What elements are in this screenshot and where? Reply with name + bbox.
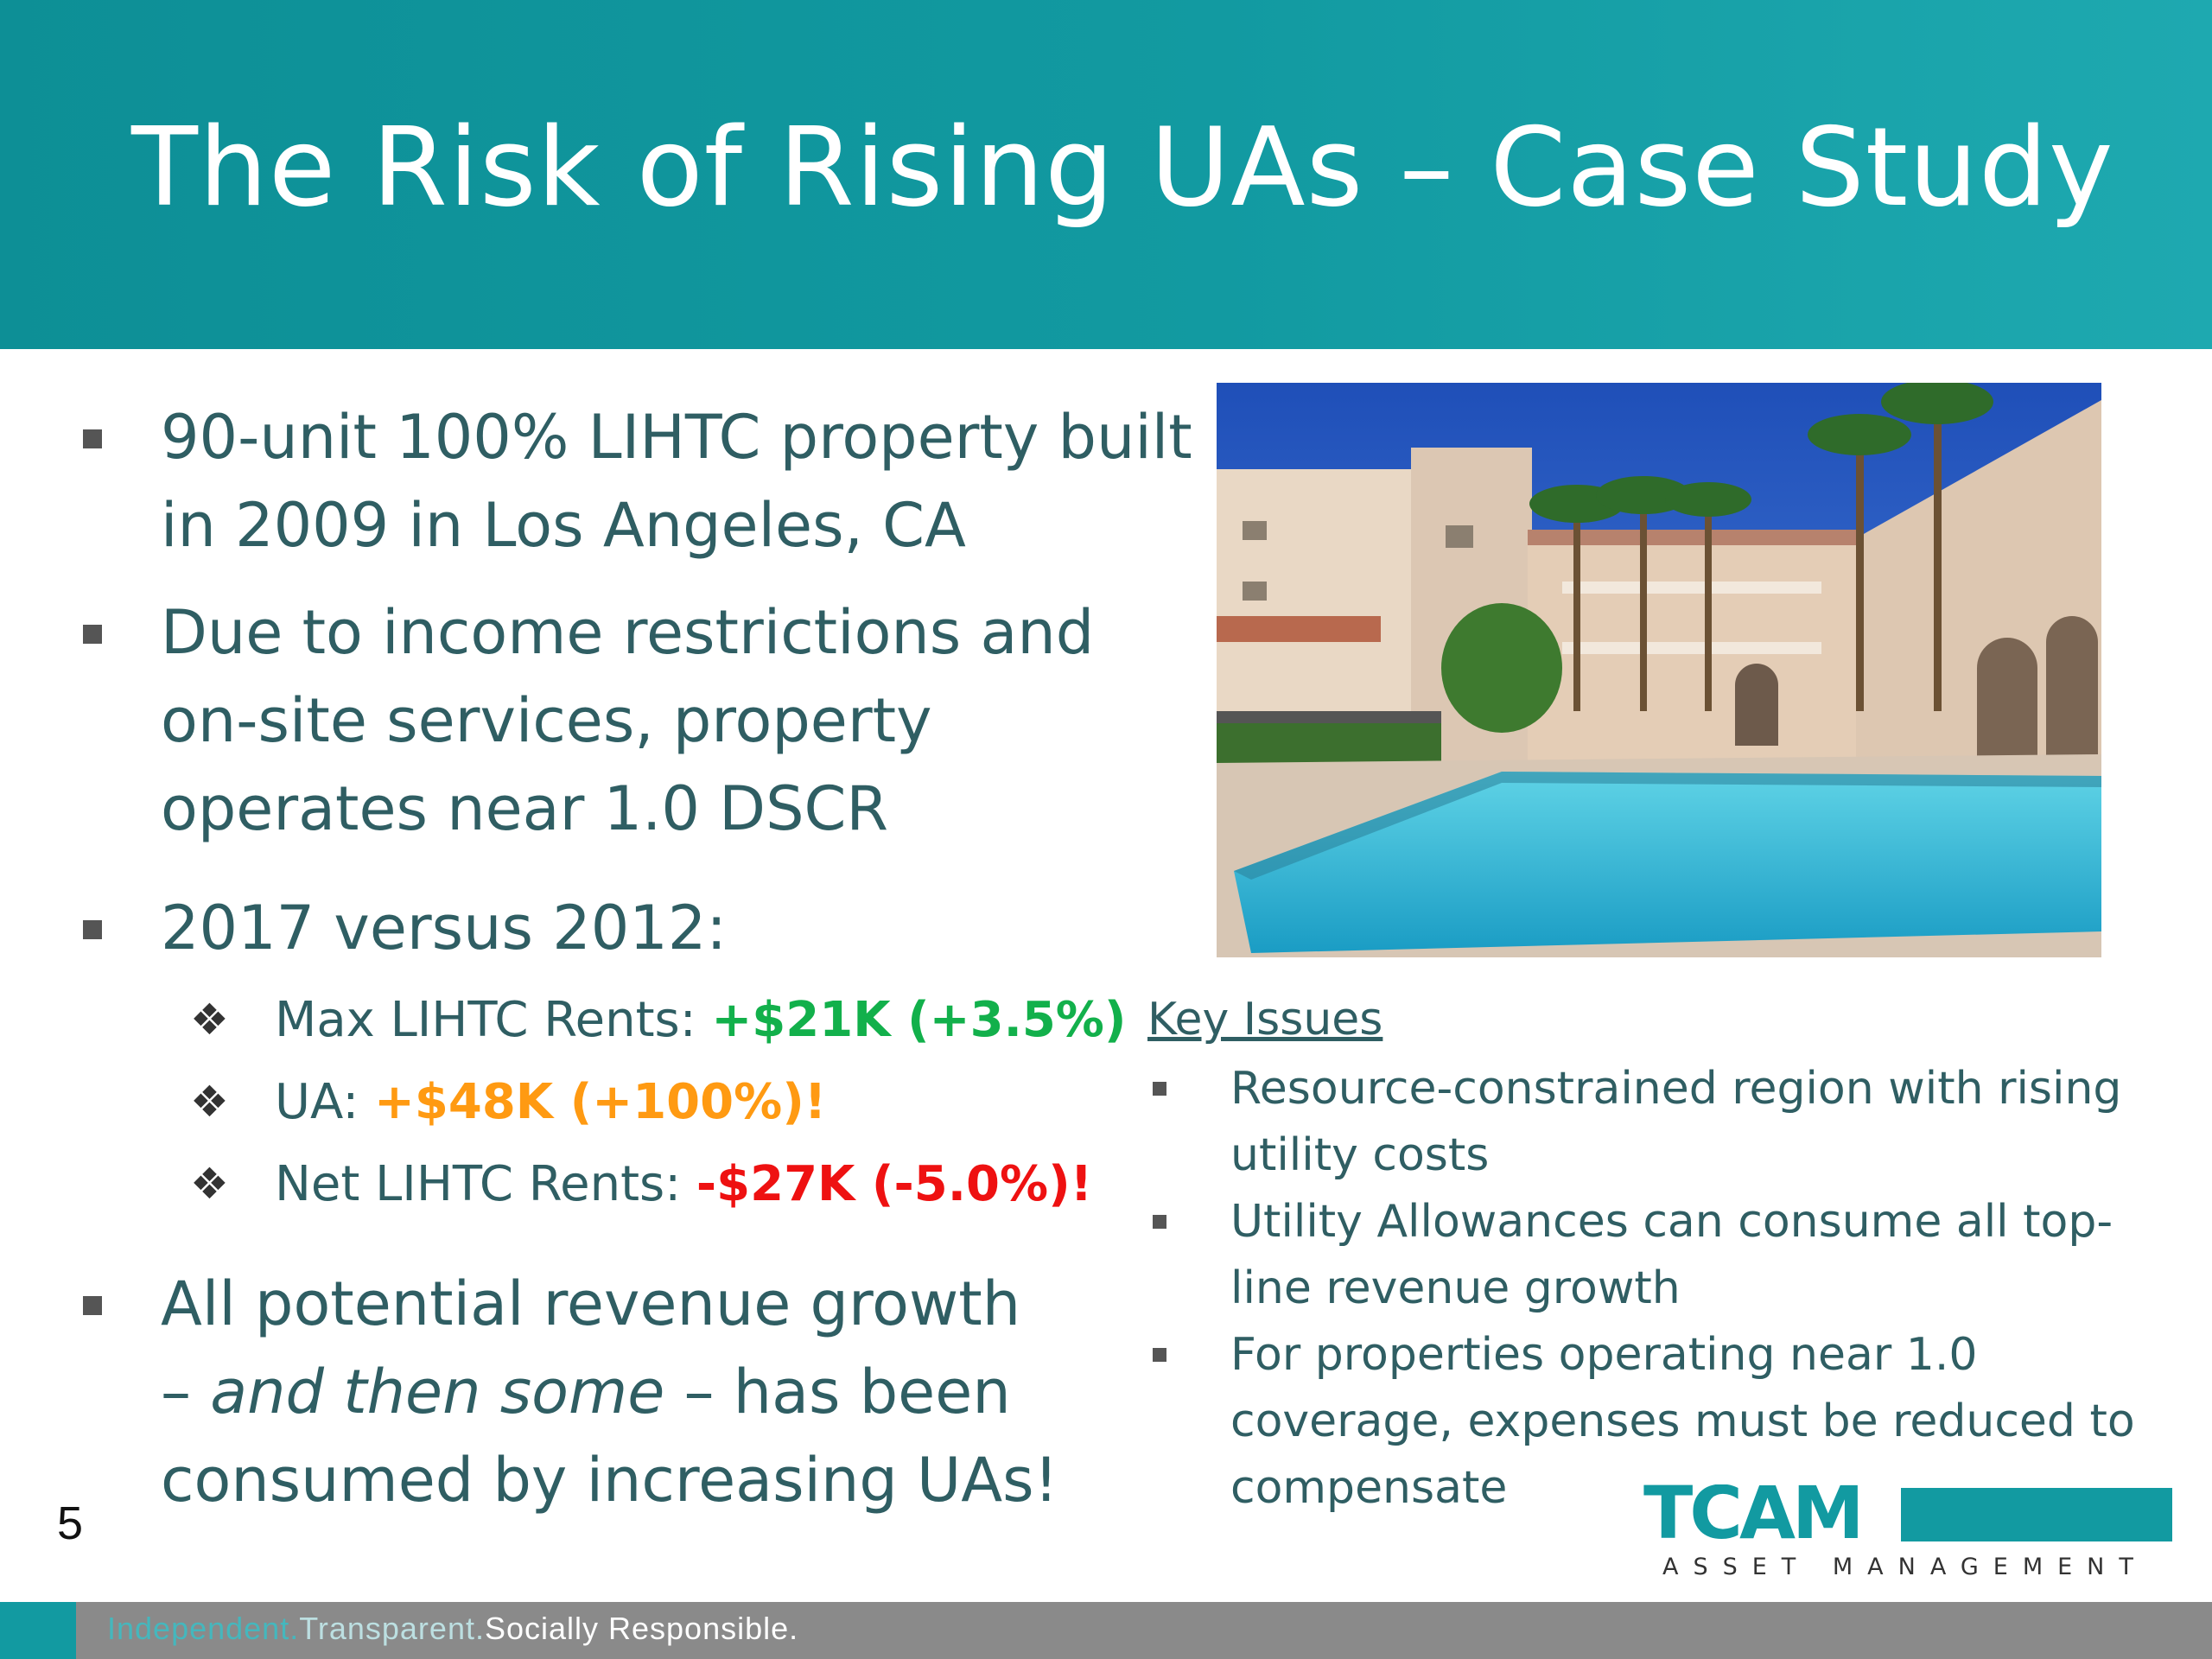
sub-bullet-max-rents: ❖ Max LIHTC Rents: +$21K (+3.5%)	[78, 979, 1201, 1061]
diamond-bullet-icon: ❖	[190, 1159, 229, 1209]
tcam-logo: TCAM ASSET MANAGEMENT	[1642, 1471, 2177, 1580]
bullet-square-icon	[83, 625, 102, 644]
page-number: 5	[57, 1497, 84, 1549]
key-issues-panel: Key Issues Resource-constrained region w…	[1147, 994, 2184, 1522]
bullet-square-icon	[1153, 1082, 1166, 1096]
bullet-list: 90-unit 100% LIHTC property built in 200…	[78, 393, 1201, 1524]
key-issue-item: Utility Allowances can consume all top- …	[1147, 1189, 2184, 1322]
bullet-square-icon	[1153, 1215, 1166, 1229]
bullet-comparison: 2017 versus 2012:	[78, 884, 1201, 972]
bullet-square-icon	[83, 920, 102, 939]
diamond-bullet-icon: ❖	[190, 995, 229, 1045]
title-bar: The Risk of Rising UAs – Case Study	[0, 0, 2212, 349]
svg-text:TCAM: TCAM	[1643, 1484, 1861, 1555]
footer-accent	[0, 1602, 76, 1659]
footer-tagline: Independent.Transparent.Socially Respons…	[107, 1611, 799, 1646]
max-rents-value: +$21K (+3.5%)	[711, 992, 1127, 1048]
footer-bar: Independent.Transparent.Socially Respons…	[0, 1602, 2212, 1659]
net-rents-value: -$27K (-5.0%)!	[696, 1156, 1093, 1212]
bullet-square-icon	[83, 1296, 102, 1315]
bullet-conclusion: All potential revenue growth – and then …	[78, 1260, 1201, 1524]
key-issues-title: Key Issues	[1147, 994, 1383, 1046]
key-issue-item: Resource-constrained region with rising …	[1147, 1056, 2184, 1189]
svg-text:ASSET MANAGEMENT: ASSET MANAGEMENT	[1662, 1554, 2148, 1580]
diamond-bullet-icon: ❖	[190, 1077, 229, 1127]
sub-bullet-net-rents: ❖ Net LIHTC Rents: -$27K (-5.0%)!	[78, 1143, 1201, 1225]
slide-title: The Risk of Rising UAs – Case Study	[131, 104, 2114, 231]
bullet-property: 90-unit 100% LIHTC property built in 200…	[78, 393, 1201, 569]
sub-bullet-ua: ❖ UA: +$48K (+100%)!	[78, 1061, 1201, 1143]
bullet-square-icon	[1153, 1348, 1166, 1362]
bullet-square-icon	[83, 429, 102, 448]
key-issue-item: For properties operating near 1.0 covera…	[1147, 1322, 2184, 1522]
property-pool-photo	[1217, 383, 2101, 957]
bullet-dscr: Due to income restrictions and on-site s…	[78, 588, 1201, 853]
ua-value: +$48K (+100%)!	[373, 1074, 827, 1130]
